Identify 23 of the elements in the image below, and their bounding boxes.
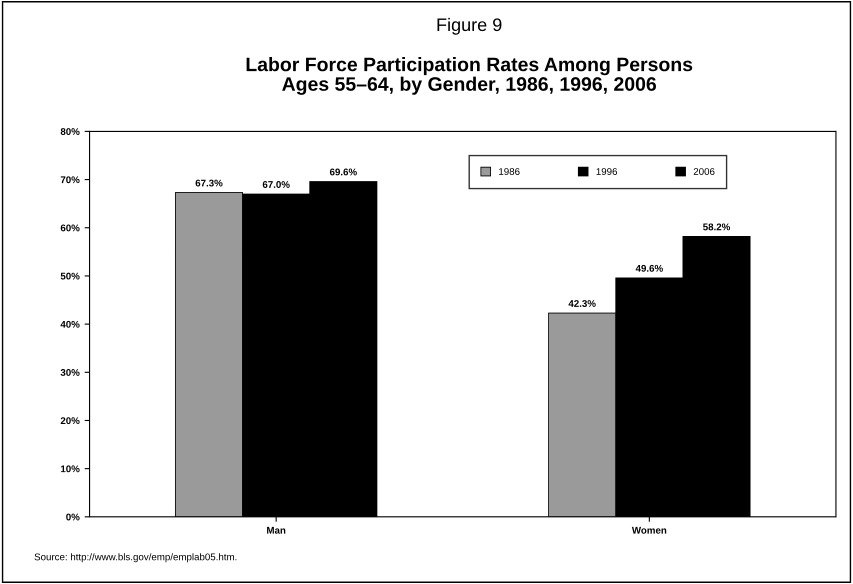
chart-title: Figure 9 <box>438 18 502 35</box>
x-tick-label: Man <box>267 526 286 534</box>
y-tick-label: 70% <box>60 176 80 184</box>
y-tick-label: 30% <box>60 369 80 376</box>
y-tick-label: 60% <box>60 224 80 232</box>
y-tick-label: 80% <box>60 128 80 136</box>
source-note: Source: http://www.bls.gov/emp/emplab05.htm. <box>34 553 236 562</box>
y-tick-label: 20% <box>60 417 80 424</box>
data-label: 58.2% <box>703 223 730 230</box>
chart-subtitle: Labor Force Participation Rates Among Persons Ages 55–64, by Gender, 1986, 1996, 2006 <box>246 57 692 95</box>
data-label: 67.0% <box>262 181 290 188</box>
data-label: 49.6% <box>636 264 663 272</box>
legend-label: 1996 <box>596 168 618 175</box>
data-label: 67.3% <box>196 180 223 187</box>
y-tick-label: 40% <box>60 320 80 328</box>
legend-label: 1986 <box>499 168 520 175</box>
y-tick-label: 50% <box>60 272 80 280</box>
y-tick-label: 0% <box>66 514 80 520</box>
x-tick-label: Women <box>632 526 666 534</box>
y-tick-label: 10% <box>60 465 80 472</box>
data-label: 42.3% <box>568 300 596 307</box>
data-label: 69.6% <box>330 168 357 176</box>
legend-label: 2006 <box>694 168 714 175</box>
